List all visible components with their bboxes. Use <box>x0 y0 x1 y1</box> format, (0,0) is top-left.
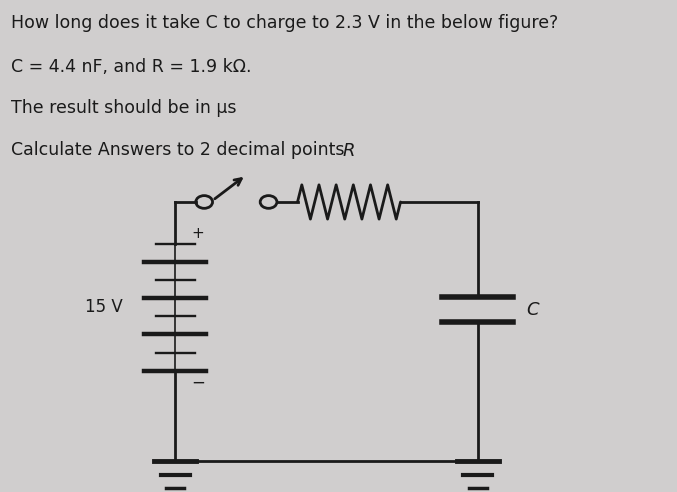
Text: 15 V: 15 V <box>85 298 123 316</box>
Text: Calculate Answers to 2 decimal points: Calculate Answers to 2 decimal points <box>11 141 345 159</box>
Text: R: R <box>343 142 355 160</box>
Text: The result should be in μs: The result should be in μs <box>11 99 236 117</box>
Text: C: C <box>526 301 539 319</box>
Text: How long does it take C to charge to 2.3 V in the below figure?: How long does it take C to charge to 2.3… <box>11 14 559 31</box>
Text: −: − <box>192 373 205 391</box>
Text: C = 4.4 nF, and R = 1.9 kΩ.: C = 4.4 nF, and R = 1.9 kΩ. <box>11 58 252 76</box>
Text: +: + <box>192 226 204 241</box>
